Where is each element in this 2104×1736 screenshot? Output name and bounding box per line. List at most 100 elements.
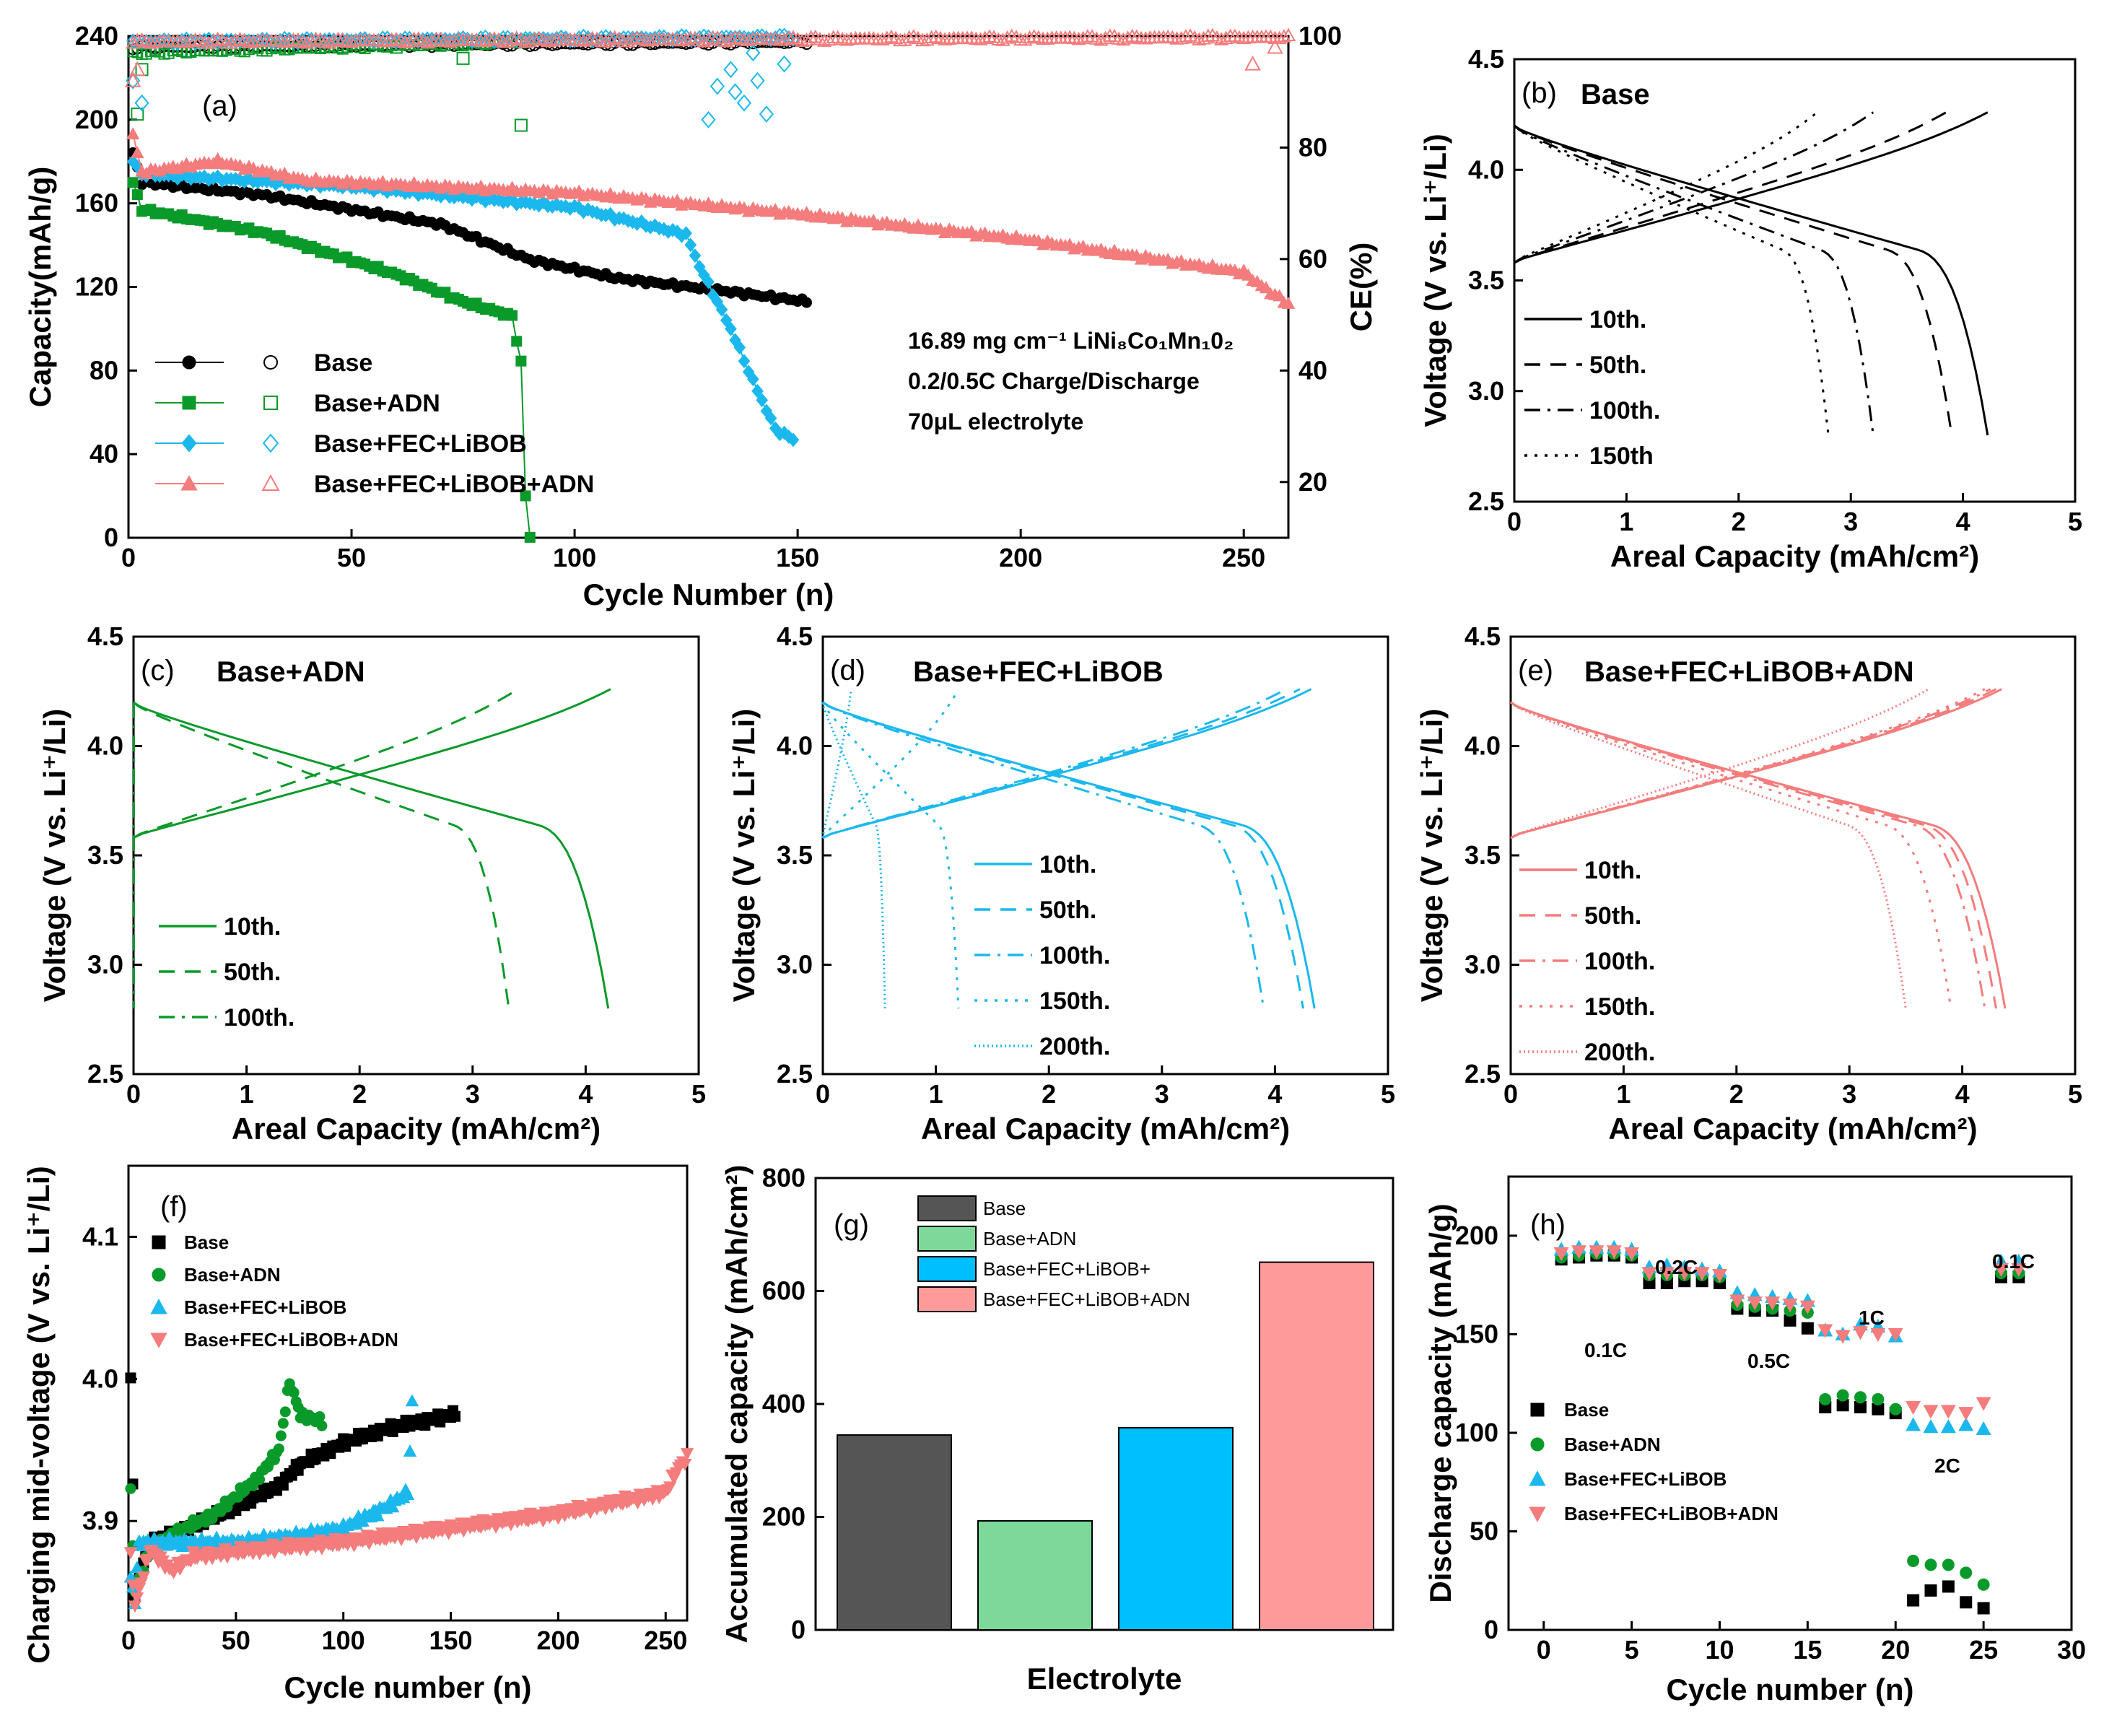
panel-g: 0 200 400 600 800 (g) Electrolyte Accumulated c… [720,1163,1394,1696]
rate-point [1924,1584,1937,1597]
legend-label: Base+ADN [314,390,440,417]
legend-label: Base+FEC+LiBOB+ADN [184,1329,398,1351]
rate-point [1906,1400,1921,1416]
ce-point [402,33,417,48]
legend-marker-open [262,433,279,453]
ce-point [1040,31,1055,45]
ce-point [879,30,894,44]
charge-curve [822,688,1287,839]
ce-point [629,30,645,44]
legend-label: 50th. [1589,352,1646,379]
ce-point [576,33,591,47]
x-tick-label: 1 [240,1079,254,1109]
ce-outlier [1267,38,1283,54]
bar-2 [1118,1426,1234,1631]
charge-curve [1510,688,1929,839]
ce-outlier [131,108,144,121]
x-tick-label: 250 [644,1626,687,1655]
ce-point [1022,30,1037,44]
bar-0 [837,1434,952,1631]
ce-point [179,35,194,48]
rate-point [1977,1602,1990,1615]
profile-1 [133,688,519,1009]
ce-point [210,31,225,45]
ce-point [799,32,814,46]
profile-2 [1510,688,1991,1009]
ce-point [964,30,979,44]
ce-point [834,31,850,45]
ce-point [362,32,376,48]
y-tick-label: 4.5 [87,621,123,651]
rate-point [1835,1330,1851,1344]
y-tick-label: 2.5 [1468,487,1504,516]
y-tick-label: 0 [104,523,118,552]
ce-point [371,33,386,47]
charge-curve [1510,688,1986,839]
legend-label: 10th. [1039,851,1096,878]
series-0 [127,35,813,308]
mid-voltage-point [405,1394,419,1407]
x-tick-label: 25 [1969,1635,1998,1665]
y-tick-label: 150 [1455,1319,1498,1348]
x-tick-label: 200 [999,543,1042,572]
y-axis-title: Voltage (V vs. Li⁺/Li) [1415,709,1449,1002]
legend-label: Base [184,1231,229,1253]
series-3 [124,27,1296,309]
legend-label: 200th. [1039,1033,1110,1060]
legend-label: 100th. [1584,948,1655,975]
rate-label: 0.5C [1747,1350,1790,1372]
x-tick-label: 15 [1793,1635,1822,1665]
discharge-curve [1514,124,1953,436]
rate-point [1872,1393,1885,1406]
ce-point [643,32,658,47]
rate-point [1907,1554,1920,1567]
rate-point [1960,1596,1973,1609]
x-tick-label: 2 [1729,1079,1744,1109]
ce-point [523,33,538,48]
profile-3 [1513,111,1830,436]
ce-point [420,35,435,49]
legend-marker [1529,1506,1546,1522]
mid-voltage-point [314,1411,326,1423]
ce-point [817,33,832,47]
panel-e: 0 1 2 3 4 5 2.5 3.0 3.5 4.0 4.5 (e) Base+FEC+LiBOB+A… [1415,621,2082,1146]
ce-point [821,32,837,46]
mid-voltage-point [130,1561,144,1574]
y-tick-label: 2.5 [777,1059,813,1089]
y-tick-label: 50 [1470,1516,1498,1545]
legend-marker-filled [182,355,196,370]
ce-point [1272,30,1287,45]
x-tick-label: 5 [1381,1079,1395,1109]
bar-1 [977,1519,1093,1631]
mid-voltage-point [663,1481,677,1494]
x-tick-label: 1 [1619,507,1633,536]
ce-point [942,31,957,45]
series-3 [123,1448,694,1613]
y-tick-label: 3.0 [777,950,813,980]
x-tick-label: 20 [1881,1635,1910,1665]
legend-label: Base+ADN [983,1228,1076,1249]
rate-point [1960,1566,1973,1579]
rate-point [1976,1421,1991,1435]
ce-point [344,34,359,48]
ce-point [126,35,141,49]
ce-point [764,31,778,48]
rate-point [1819,1393,1832,1406]
rate-point [1976,1397,1991,1411]
x-tick-label: 4 [578,1079,593,1109]
x-axis-title: Areal Capacity (mAh/cm²) [1610,539,1979,573]
mid-voltage-point [125,1483,136,1494]
rate-label: 2C [1934,1454,1960,1477]
legend-label: 150th. [1584,993,1655,1021]
rate-point [1870,1327,1886,1343]
ce-point [478,33,493,47]
rate-point [1887,1327,1903,1343]
ce-point [228,32,243,47]
ce-point [666,32,680,48]
legend-label: 50th. [224,959,281,986]
y-tick-label: 4.5 [1468,44,1504,74]
y-tick-label: 4.0 [777,731,813,761]
ce-outlier [723,61,738,79]
panel-label: (e) [1518,655,1553,686]
